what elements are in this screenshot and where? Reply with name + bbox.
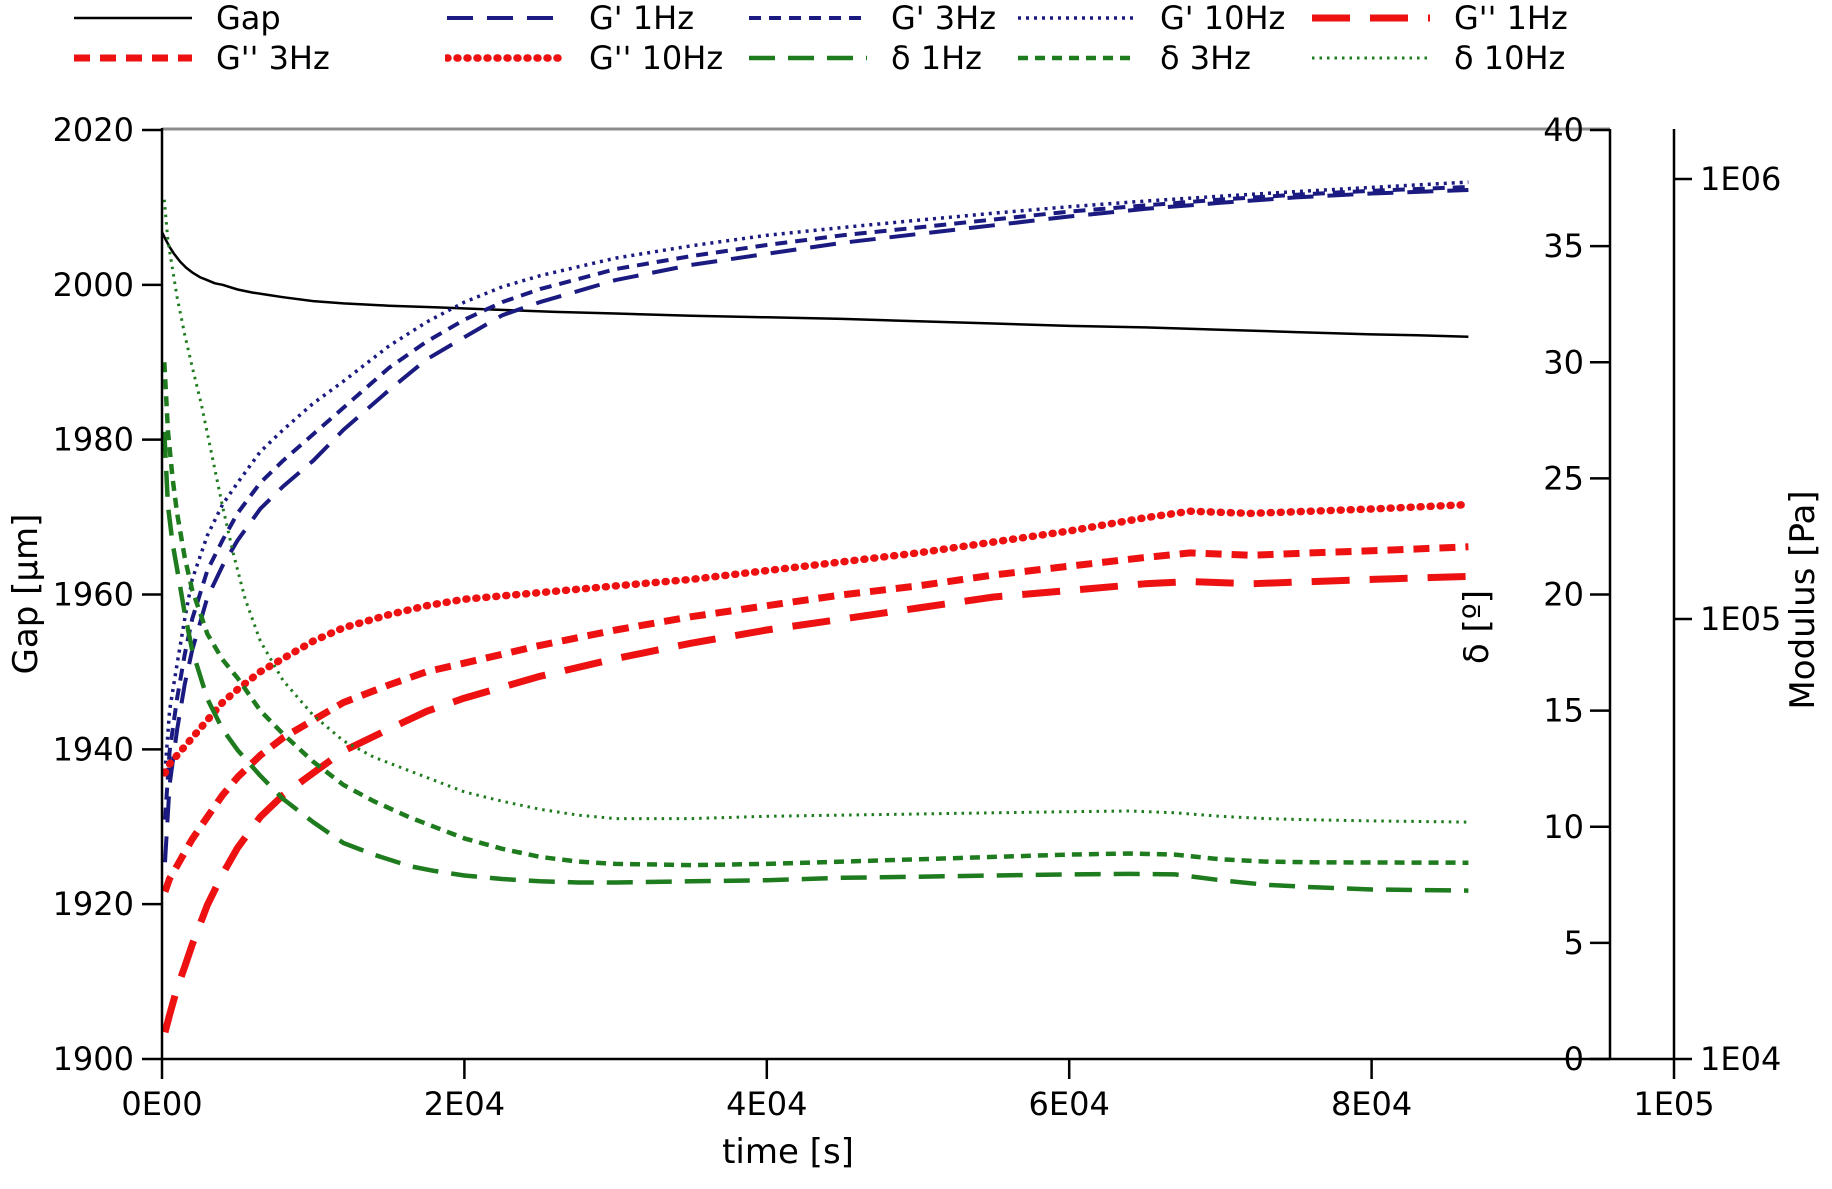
series-d10 [162,199,1469,824]
gap-axis-tick-label: 1940 [53,730,134,768]
legend-label: Gap [216,0,281,37]
legend-item-gap: Gap [72,0,281,37]
time-axis-tick-label: 4E04 [726,1085,807,1123]
legend-label: G' 1Hz [589,0,694,37]
delta-axis-tick-label: 30 [1543,343,1584,381]
legend-label: δ 10Hz [1454,39,1566,77]
gap-axis-tick-label: 1920 [53,885,134,923]
legend-item-gp3: G' 3Hz [747,0,996,37]
legend-line-sample-gap [74,16,192,20]
time-axis-tick-label: 1E05 [1633,1085,1714,1123]
delta-axis-tick-label: 5 [1564,924,1584,962]
legend-item-gpp1: G'' 1Hz [1310,0,1568,37]
legend-label: δ 3Hz [1160,39,1251,77]
legend-item-d10: δ 10Hz [1310,39,1566,77]
legend-line-sample-gpp10 [445,54,567,62]
series-gp10 [163,180,1469,772]
time-axis-tick-label: 0E00 [121,1085,202,1123]
gap-axis-tick-label: 1900 [53,1040,134,1078]
modulus-axis-tick-label: 1E05 [1700,600,1781,638]
legend-line-sample-gpp1 [1312,14,1430,22]
delta-axis-tick-label: 0 [1564,1040,1584,1078]
gap-axis-tick-label: 1960 [53,576,134,614]
legend-line-sample-d10 [1312,56,1430,60]
legend-line-sample-gpp3 [74,54,192,62]
legend-label: G' 3Hz [891,0,996,37]
series-gpp10 [161,500,1473,777]
series-gpp1 [161,572,1469,1034]
legend-item-d3: δ 3Hz [1016,39,1251,77]
gap-axis-tick-label: 1980 [53,421,134,459]
modulus-axis-tick-label: 1E06 [1700,160,1781,198]
delta-axis-tick-label: 25 [1543,459,1584,497]
series-gp1 [163,188,1469,863]
delta-axis-tick-label: 15 [1543,692,1584,730]
gap-axis-tick-label: 2020 [53,111,134,149]
legend-line-sample-gp10 [1018,16,1136,20]
delta-axis-tick-label: 20 [1543,576,1584,614]
legend-line-sample-d1 [749,55,867,61]
legend-item-gpp3: G'' 3Hz [72,39,330,77]
series-group [160,180,1473,1034]
time-axis-tick-label: 6E04 [1029,1085,1110,1123]
delta-axis-tick-label: 35 [1543,227,1584,265]
delta-axis-tick-label: 10 [1543,808,1584,846]
legend-line-sample-d3 [1018,55,1136,61]
series-d3 [162,362,1469,868]
chart-legend: Gap G' 1Hz G' 3Hz G' 10Hz G'' 1Hz G'' 3Hz G'' … [0,0,1832,80]
legend-label: G'' 1Hz [1454,0,1568,37]
delta-axis-tick-label: 40 [1543,111,1584,149]
legend-item-d1: δ 1Hz [747,39,982,77]
time-axis-title: time [s] [722,1132,854,1172]
gap-axis-tick-label: 2000 [53,266,134,304]
time-axis-tick-label: 8E04 [1331,1085,1412,1123]
legend-label: G'' 3Hz [216,39,330,77]
series-gap [160,231,1469,338]
gap-axis-title: Gap [μm] [6,513,46,675]
series-d1 [162,431,1469,893]
delta-axis-title: δ [º] [1457,589,1497,665]
legend-label: G'' 10Hz [589,39,724,77]
series-gp3 [163,185,1469,820]
modulus-axis-tick-label: 1E04 [1700,1040,1781,1078]
legend-label: G' 10Hz [1160,0,1286,37]
legend-label: δ 1Hz [891,39,982,77]
legend-item-gp1: G' 1Hz [445,0,694,37]
legend-item-gpp10: G'' 10Hz [445,39,724,77]
modulus-axis-title: Modulus [Pa] [1783,490,1823,710]
legend-item-gp10: G' 10Hz [1016,0,1286,37]
time-axis-tick-label: 2E04 [424,1085,505,1123]
legend-line-sample-gp1 [447,16,565,20]
series-gpp3 [161,543,1469,893]
